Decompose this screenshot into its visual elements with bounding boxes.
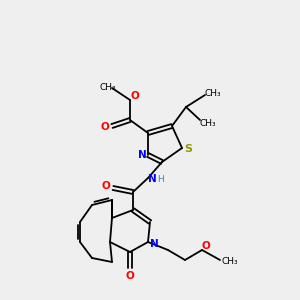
Text: O: O <box>100 122 109 132</box>
Text: CH₃: CH₃ <box>205 88 221 98</box>
Text: CH₃: CH₃ <box>222 257 238 266</box>
Text: O: O <box>202 241 210 251</box>
Text: N: N <box>150 239 158 249</box>
Text: O: O <box>130 91 140 101</box>
Text: N: N <box>138 150 146 160</box>
Text: S: S <box>184 144 192 154</box>
Text: N: N <box>148 174 156 184</box>
Text: H: H <box>158 175 164 184</box>
Text: CH₃: CH₃ <box>100 82 116 91</box>
Text: O: O <box>126 271 134 281</box>
Text: O: O <box>102 181 110 191</box>
Text: CH₃: CH₃ <box>200 118 216 127</box>
